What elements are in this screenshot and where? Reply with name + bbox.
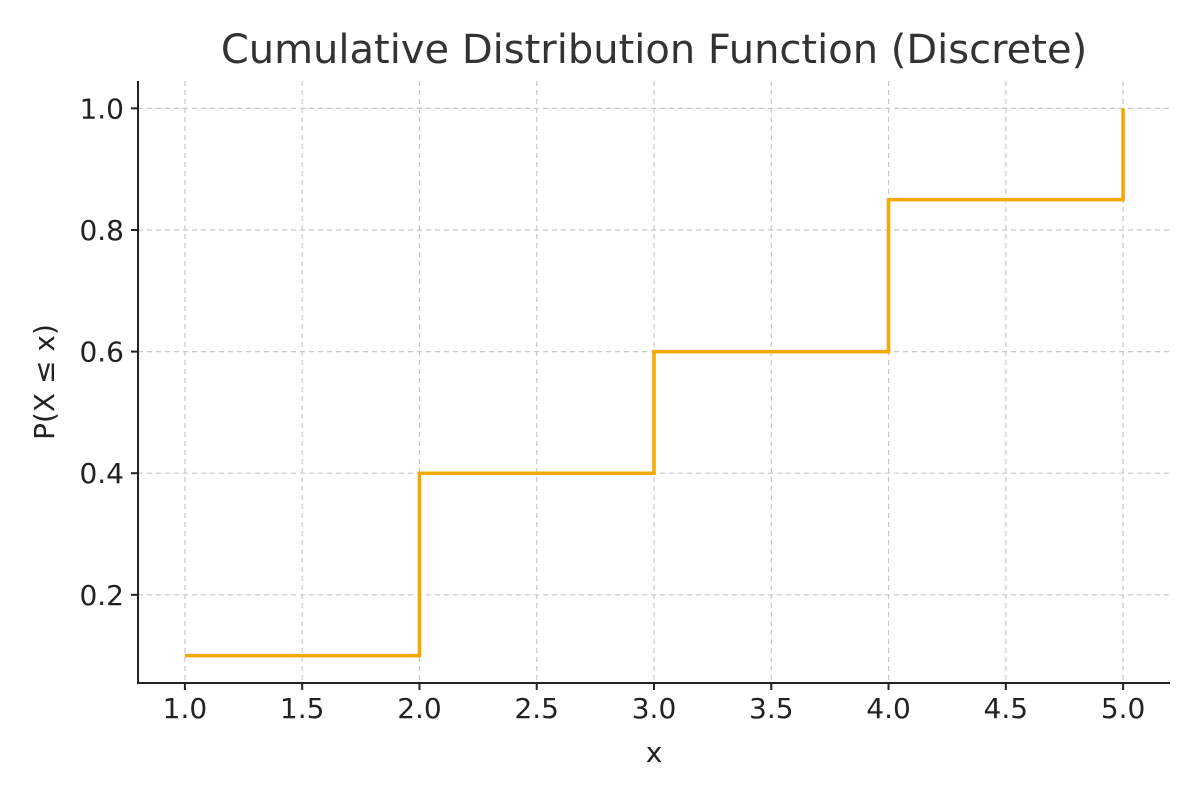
y-tick-label: 0.8 [79,214,124,247]
chart-title: Cumulative Distribution Function (Discre… [221,27,1087,73]
x-ticks: 1.0 1.5 2.0 2.5 3.0 3.5 4.0 4.5 5.0 [163,683,1146,725]
x-tick-label: 3.0 [632,692,677,725]
y-tick-label: 1.0 [79,92,124,125]
x-tick-label: 4.5 [984,692,1029,725]
x-tick-label: 1.5 [280,692,325,725]
series [184,108,1125,658]
x-axis-label: x [646,736,663,769]
y-tick-label: 0.6 [79,336,124,369]
x-tick-label: 4.0 [866,692,911,725]
y-ticks: 0.2 0.4 0.6 0.8 1.0 [79,92,138,612]
y-tick-label: 0.2 [79,579,124,612]
y-tick-label: 0.4 [79,457,124,490]
x-tick-label: 1.0 [163,692,208,725]
cdf-step-line [184,108,1125,658]
x-tick-label: 5.0 [1101,692,1146,725]
x-tick-label: 2.5 [514,692,559,725]
y-axis-label: P(X ≤ x) [28,324,61,440]
x-tick-label: 3.5 [749,692,794,725]
x-tick-label: 2.0 [397,692,442,725]
